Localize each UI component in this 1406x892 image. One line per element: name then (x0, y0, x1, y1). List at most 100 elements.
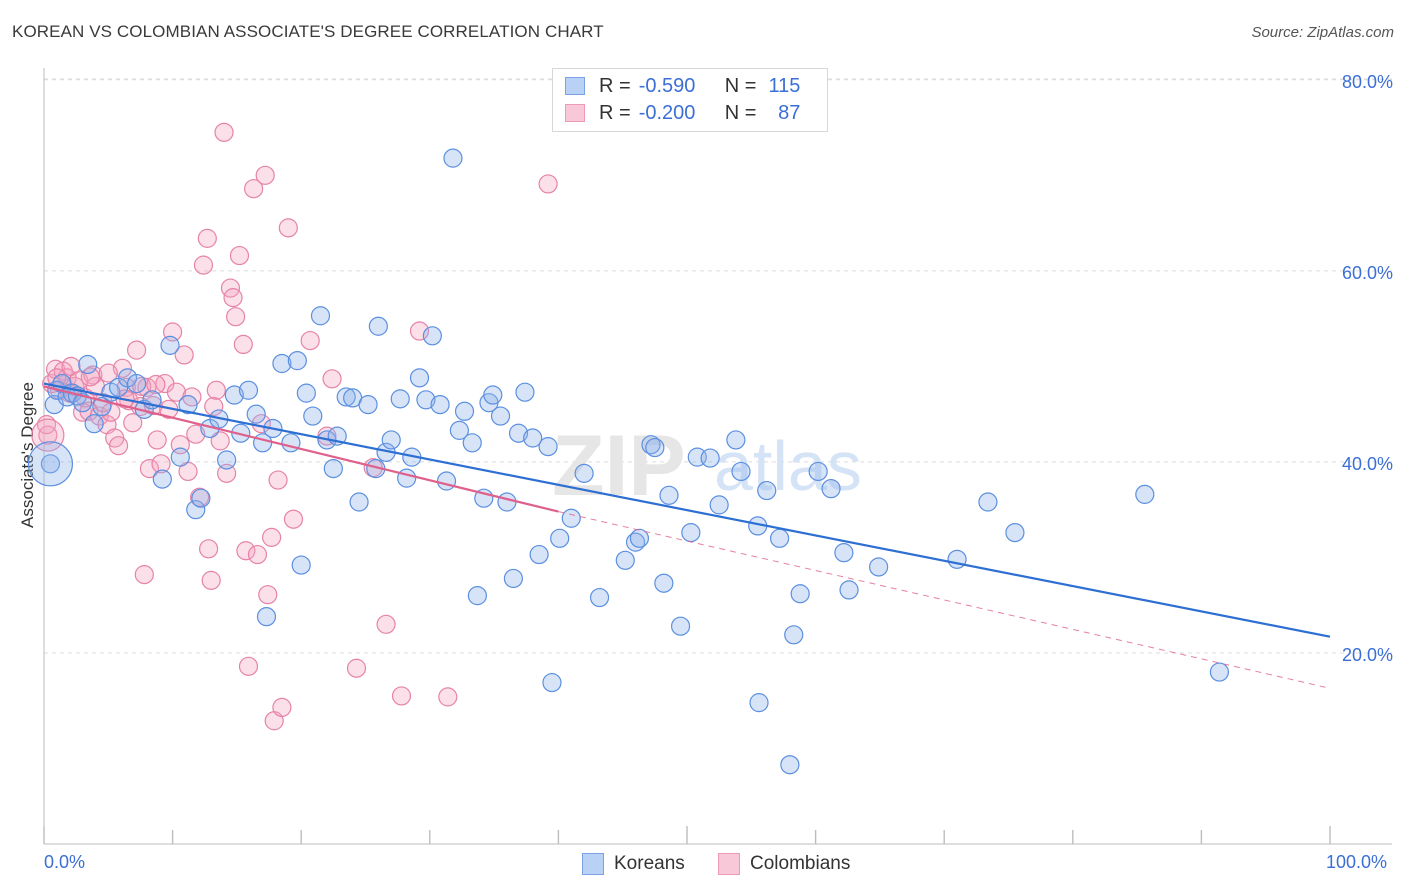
colombian-point (438, 687, 458, 707)
korean-point (160, 335, 180, 355)
korean-point (839, 580, 859, 600)
colombian-point (272, 697, 292, 718)
colombians-r-value: -0.200 (638, 101, 696, 124)
korean-point (709, 495, 729, 515)
colombian-point (134, 565, 154, 585)
korean-point (1135, 484, 1155, 504)
colombian-point (214, 122, 234, 142)
colombian-point (201, 570, 221, 590)
colombian-point (193, 255, 214, 275)
y-tick-label: 60.0% (1342, 263, 1393, 283)
colombian-point (139, 458, 160, 479)
korean-point (503, 568, 523, 589)
korean-point (769, 528, 790, 548)
colombian-point (197, 228, 217, 248)
colombian-point (147, 430, 167, 450)
colombian-point (186, 424, 206, 444)
korean-point (529, 544, 549, 565)
korean-point (368, 316, 388, 336)
watermark-atlas: atlas (714, 427, 862, 505)
korean-point (869, 557, 889, 577)
koreans-n-value: 115 (768, 74, 801, 97)
korean-point (561, 508, 581, 528)
korean-point (238, 380, 259, 400)
colombian-point (210, 431, 230, 451)
korean-point (152, 469, 172, 489)
colombians-swatch (565, 104, 585, 122)
colombian-point (376, 614, 396, 634)
korean-point (217, 450, 237, 470)
axes (43, 68, 1392, 845)
colombian-point (346, 658, 367, 678)
korean-point (323, 458, 343, 479)
korean-point (84, 414, 104, 434)
colombian-point (238, 656, 259, 676)
y-tick-labels: 20.0% 40.0% 60.0% 80.0% (1342, 72, 1393, 665)
colombians-legend-label: Colombians (750, 853, 851, 874)
colombian-cluster-point (31, 418, 65, 452)
colombian-point (108, 436, 129, 456)
chart-title: KOREAN VS COLOMBIAN ASSOCIATE'S DEGREE C… (12, 22, 604, 41)
colombian-point (146, 374, 166, 395)
korean-point (1005, 522, 1025, 543)
colombian-trend-line (43, 385, 559, 513)
korean-point (443, 148, 463, 168)
korean-point (454, 401, 475, 421)
colombian-point (233, 334, 253, 355)
legend-row-koreans: R = -0.590 N = 115 (565, 73, 800, 99)
colombian-point (206, 380, 226, 400)
korean-point (757, 480, 777, 501)
korean-point (497, 492, 517, 512)
korean-point (224, 385, 244, 405)
colombian-point (80, 367, 100, 387)
korean-point (700, 448, 720, 468)
korean-point (808, 461, 828, 482)
colombians-points (31, 122, 558, 731)
colombian-point (126, 340, 147, 360)
korean-point (523, 428, 543, 448)
korean-point (625, 532, 646, 552)
colombian-point (132, 376, 152, 397)
korean-point (462, 433, 482, 453)
korean-point (659, 485, 679, 505)
y-tick-label: 40.0% (1342, 454, 1393, 474)
koreans-points (27, 148, 1230, 775)
korean-point (381, 430, 401, 450)
korean-point (978, 492, 998, 512)
colombian-point (226, 307, 246, 327)
korean-point (296, 383, 316, 403)
colombian-point (223, 288, 243, 308)
korean-point (731, 461, 751, 482)
korean-point (358, 394, 378, 415)
colombian-point (538, 174, 558, 194)
korean-point (40, 454, 61, 474)
korean-point (645, 437, 665, 458)
korean-point (654, 573, 674, 593)
colombian-point (262, 527, 282, 547)
colombian-point (258, 585, 278, 605)
korean-point (515, 382, 535, 402)
korean-point (834, 543, 854, 563)
korean-point (256, 607, 277, 627)
colombian-point (278, 218, 298, 238)
koreans-r-value: -0.590 (638, 74, 696, 97)
r-label: R = (599, 101, 631, 124)
colombian-trend-extension (558, 511, 1331, 689)
korean-point (629, 528, 650, 548)
legend-row-colombians: R = -0.200 N = 87 (565, 100, 800, 126)
koreans-swatch (565, 77, 585, 95)
colombian-point (322, 369, 342, 389)
korean-point (538, 437, 558, 457)
korean-trend-line (43, 382, 1331, 638)
colombian-point (268, 470, 288, 490)
korean-point (574, 463, 594, 483)
korean-point (191, 488, 211, 508)
colombian-point (236, 541, 256, 561)
korean-point (291, 555, 311, 575)
korean-point (670, 616, 691, 636)
colombians-legend-swatch (718, 853, 740, 875)
korean-point (589, 587, 610, 608)
r-label: R = (599, 74, 631, 97)
korean-point (681, 522, 701, 543)
